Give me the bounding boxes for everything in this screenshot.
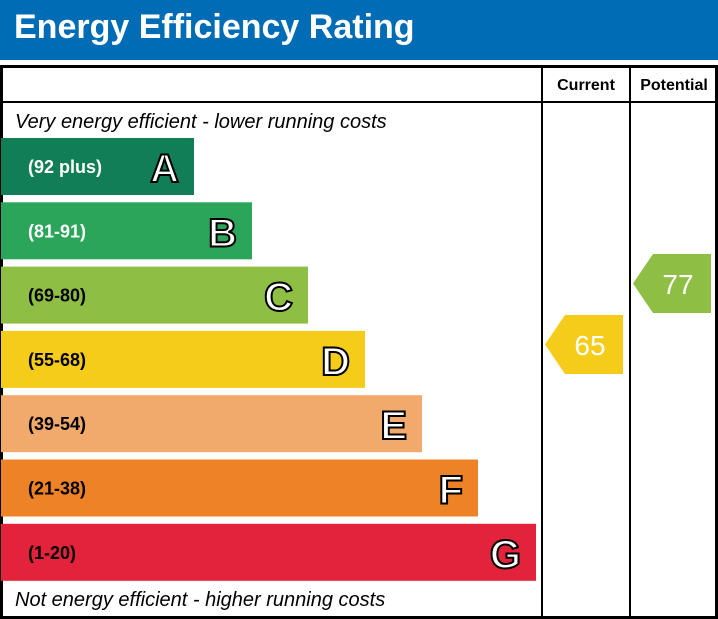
bottom-note: Not energy efficient - higher running co… [15,589,385,611]
potential-rating-arrow [633,254,711,313]
band-bar-E [1,395,422,453]
band-bar-C [1,266,308,324]
current-rating-arrow [545,315,623,374]
band-letter-G: G [490,533,521,577]
band-letter-C: C [264,276,293,320]
band-range-D: (55-68) [28,350,86,370]
band-range-C: (69-80) [28,286,86,306]
band-bar-A [1,138,194,195]
page-title: Energy Efficiency Rating [14,8,415,46]
band-letter-D: D [321,340,350,384]
top-note: Very energy efficient - lower running co… [15,111,387,133]
band-range-G: (1-20) [28,543,76,563]
band-letter-F: F [439,469,463,513]
band-range-E: (39-54) [28,414,86,434]
band-bar-F [1,459,478,517]
band-range-B: (81-91) [28,221,86,241]
band-letter-E: E [380,404,407,448]
band-letter-A: A [150,147,179,191]
band-bar-B [1,202,252,260]
current-rating-value: 65 [574,330,605,361]
band-bar-G [1,523,536,581]
column-header-potential: Potential [640,77,708,94]
potential-rating-value: 77 [662,269,693,300]
band-range-A: (92 plus) [28,157,102,177]
band-bar-D [1,330,365,388]
header-bar: Energy Efficiency Rating [0,0,718,60]
band-range-F: (21-38) [28,479,86,499]
band-letter-B: B [208,211,237,255]
column-header-current: Current [557,77,615,94]
